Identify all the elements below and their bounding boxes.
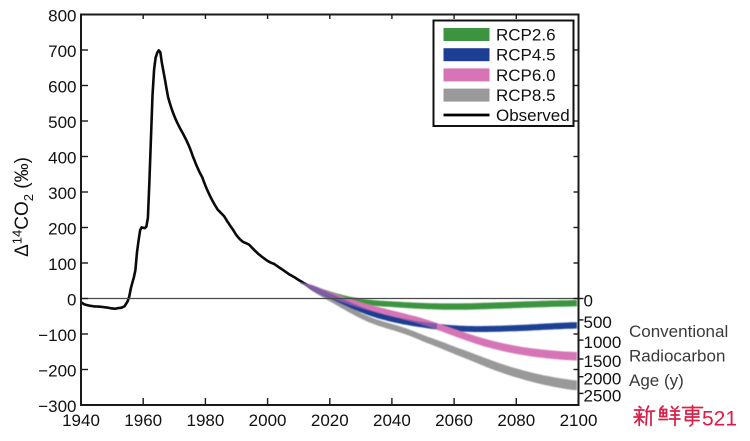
svg-text:600: 600 — [48, 78, 76, 97]
svg-text:300: 300 — [48, 184, 76, 203]
svg-text:−300: −300 — [38, 397, 76, 416]
svg-text:200: 200 — [48, 220, 76, 239]
svg-text:1980: 1980 — [186, 411, 224, 430]
svg-text:500: 500 — [48, 113, 76, 132]
svg-text:0: 0 — [584, 292, 593, 311]
svg-text:Observed: Observed — [496, 106, 570, 125]
svg-text:2080: 2080 — [497, 411, 535, 430]
svg-text:2100: 2100 — [560, 411, 598, 430]
svg-text:Age (y): Age (y) — [629, 371, 684, 390]
svg-text:1000: 1000 — [584, 333, 622, 352]
svg-text:500: 500 — [584, 313, 612, 332]
svg-text:RCP8.5: RCP8.5 — [496, 86, 556, 105]
svg-text:2040: 2040 — [373, 411, 411, 430]
svg-text:700: 700 — [48, 42, 76, 61]
svg-text:−200: −200 — [38, 362, 76, 381]
svg-text:2500: 2500 — [584, 386, 622, 405]
svg-text:1960: 1960 — [124, 411, 162, 430]
svg-text:1500: 1500 — [584, 352, 622, 371]
svg-text:Radiocarbon: Radiocarbon — [629, 347, 725, 366]
svg-text:−100: −100 — [38, 326, 76, 345]
svg-text:1940: 1940 — [62, 411, 100, 430]
svg-text:400: 400 — [48, 149, 76, 168]
svg-text:Conventional: Conventional — [629, 322, 728, 341]
svg-text:100: 100 — [48, 255, 76, 274]
svg-text:800: 800 — [48, 7, 76, 26]
svg-text:2020: 2020 — [311, 411, 349, 430]
svg-text:2000: 2000 — [249, 411, 287, 430]
svg-text:RCP6.0: RCP6.0 — [496, 66, 556, 85]
svg-text:RCP2.6: RCP2.6 — [496, 26, 556, 45]
svg-text:RCP4.5: RCP4.5 — [496, 46, 556, 65]
svg-text:2000: 2000 — [584, 370, 622, 389]
svg-text:0: 0 — [67, 291, 76, 310]
svg-text:521: 521 — [702, 408, 737, 431]
svg-text:2060: 2060 — [435, 411, 473, 430]
